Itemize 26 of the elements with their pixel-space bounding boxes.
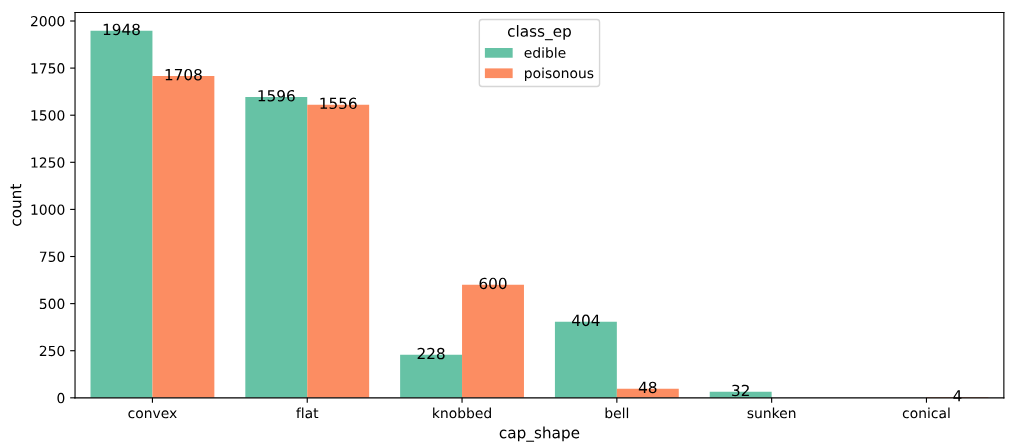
x-axis-title: cap_shape: [499, 426, 580, 442]
data-label: 32: [732, 384, 749, 397]
x-tick-label: conical: [902, 407, 950, 419]
y-tick-label: 1500: [31, 110, 65, 121]
y-tick-label: 500: [39, 298, 65, 310]
x-tick-label: bell: [605, 407, 629, 419]
y-tick-label: 1250: [31, 157, 65, 168]
y-tick-label: 750: [39, 251, 65, 262]
y-tick-label: 250: [39, 345, 65, 357]
legend-label: edible: [524, 47, 566, 58]
legend-title: class_ep: [507, 25, 571, 41]
data-label: 600: [479, 277, 507, 290]
data-label: 228: [417, 347, 445, 360]
data-label: 404: [572, 314, 600, 327]
y-tick-label: 2000: [30, 15, 65, 27]
legend-label: poisonous: [525, 67, 594, 81]
x-tick-label: knobbed: [433, 407, 491, 419]
data-label: 48: [638, 381, 657, 394]
x-tick-label: flat: [296, 407, 319, 419]
y-tick-label: 1000: [31, 204, 65, 215]
y-tick-label: 1750: [31, 63, 65, 74]
y-tick-label: 0: [57, 392, 65, 404]
y-axis-title: count: [10, 183, 22, 226]
x-tick-label: convex: [128, 410, 177, 419]
x-tick-label: sunken: [747, 407, 796, 419]
data-label: 1948: [103, 23, 140, 36]
